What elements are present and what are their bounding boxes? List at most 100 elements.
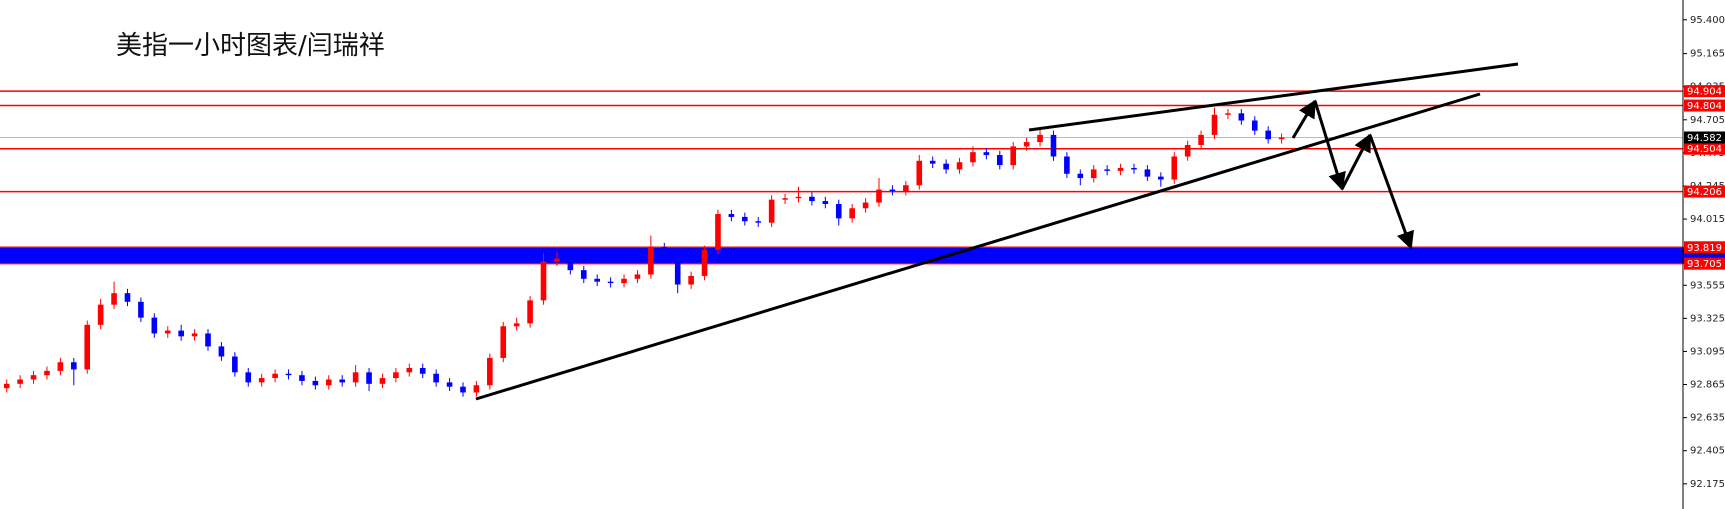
candle-body xyxy=(621,278,627,284)
candle-body xyxy=(1077,173,1084,179)
candle-body xyxy=(1158,176,1164,180)
candle-body xyxy=(57,362,64,371)
candle-body xyxy=(433,373,439,383)
candle-body xyxy=(594,278,600,282)
level-box xyxy=(1684,142,1725,155)
candle-body xyxy=(527,300,533,324)
zone-label: 93.705 xyxy=(1687,259,1722,270)
candle-body xyxy=(393,372,399,379)
candle-body xyxy=(728,214,735,217)
level-label: 94.804 xyxy=(1687,101,1722,112)
candle-body xyxy=(970,152,976,163)
candle-body xyxy=(849,208,855,219)
last-price-box xyxy=(1684,131,1725,144)
candle-body xyxy=(500,326,507,358)
candle-body xyxy=(1050,134,1057,157)
candle-body xyxy=(245,372,252,383)
candle-body xyxy=(312,380,319,386)
candle-body xyxy=(191,333,198,337)
candle-body xyxy=(44,370,50,376)
candle-body xyxy=(1198,134,1204,145)
candle-body xyxy=(460,386,466,393)
candle-body xyxy=(379,378,386,384)
candle-body xyxy=(554,258,560,262)
candle-body xyxy=(1064,156,1070,174)
level-box xyxy=(1684,85,1725,98)
candle-body xyxy=(943,163,949,170)
candle-body xyxy=(996,155,1003,166)
candle-body xyxy=(862,202,869,209)
y-tick-label: 95.400 xyxy=(1690,15,1725,26)
candle-body xyxy=(956,162,963,170)
candle-body xyxy=(218,346,225,357)
forecast-arrow xyxy=(1291,99,1317,139)
candle-body xyxy=(111,293,117,305)
candle-body xyxy=(607,281,614,284)
candles-layer xyxy=(3,107,1285,397)
trend-line xyxy=(475,92,1481,401)
trend-line xyxy=(1028,62,1519,132)
candle-body xyxy=(1117,167,1124,171)
y-tick-label: 93.325 xyxy=(1690,313,1725,324)
candle-body xyxy=(540,261,547,301)
candle-body xyxy=(755,221,762,223)
candle-body xyxy=(1010,146,1017,166)
candle-body xyxy=(876,189,882,203)
candle-body xyxy=(272,373,278,379)
y-tick-label: 92.405 xyxy=(1690,446,1725,457)
y-tick-label: 92.635 xyxy=(1690,413,1725,424)
candle-body xyxy=(232,356,238,373)
level-label: 94.206 xyxy=(1687,187,1722,198)
candle-body xyxy=(742,216,748,222)
candle-body xyxy=(983,152,990,156)
candle-body xyxy=(138,301,144,318)
y-tick-label: 95.165 xyxy=(1690,49,1725,60)
candle-body xyxy=(929,160,936,164)
candle-body xyxy=(513,323,520,327)
candle-body xyxy=(352,372,359,383)
candle-body xyxy=(674,258,681,285)
candle-body xyxy=(1278,137,1285,140)
zone-box xyxy=(1684,241,1725,254)
level-box xyxy=(1684,99,1725,112)
candle-body xyxy=(648,247,654,275)
y-tick-label: 93.095 xyxy=(1690,346,1725,357)
candle-body xyxy=(889,189,896,192)
candle-body xyxy=(3,383,10,389)
zone-box xyxy=(1684,257,1725,270)
candle-body xyxy=(151,317,158,334)
candle-body xyxy=(1131,167,1137,170)
candle-body xyxy=(1225,113,1231,115)
candle-body xyxy=(1144,169,1151,177)
candle-body xyxy=(701,250,708,276)
candle-body xyxy=(30,375,37,380)
candle-body xyxy=(580,270,587,279)
price-axis: 95.40095.16594.93594.70594.47594.24594.0… xyxy=(1683,15,1725,490)
candle-body xyxy=(1251,120,1258,131)
candle-body xyxy=(473,385,480,393)
level-label: 94.904 xyxy=(1687,87,1722,98)
candle-body xyxy=(17,379,23,384)
candle-body xyxy=(97,304,104,325)
levels-layer xyxy=(0,90,1725,265)
candle-body xyxy=(406,367,413,373)
candle-body xyxy=(1184,144,1191,157)
y-tick-label: 92.865 xyxy=(1690,380,1725,391)
candle-body xyxy=(661,247,668,259)
y-tick-label: 94.015 xyxy=(1690,214,1725,225)
candle-body xyxy=(715,214,721,251)
candle-body xyxy=(178,330,184,337)
candle-body xyxy=(366,372,372,384)
candle-body xyxy=(84,324,91,370)
level-label: 94.504 xyxy=(1687,144,1722,155)
candle-body xyxy=(916,160,923,186)
zone-label: 93.819 xyxy=(1687,243,1722,254)
candle-body xyxy=(1037,134,1043,143)
candle-body xyxy=(205,333,211,347)
candle-body xyxy=(903,185,909,192)
candle-body xyxy=(835,203,842,219)
forecast-arrow xyxy=(1340,133,1372,190)
drawings xyxy=(475,62,1519,401)
candle-body xyxy=(768,199,775,223)
candle-body xyxy=(567,258,574,271)
